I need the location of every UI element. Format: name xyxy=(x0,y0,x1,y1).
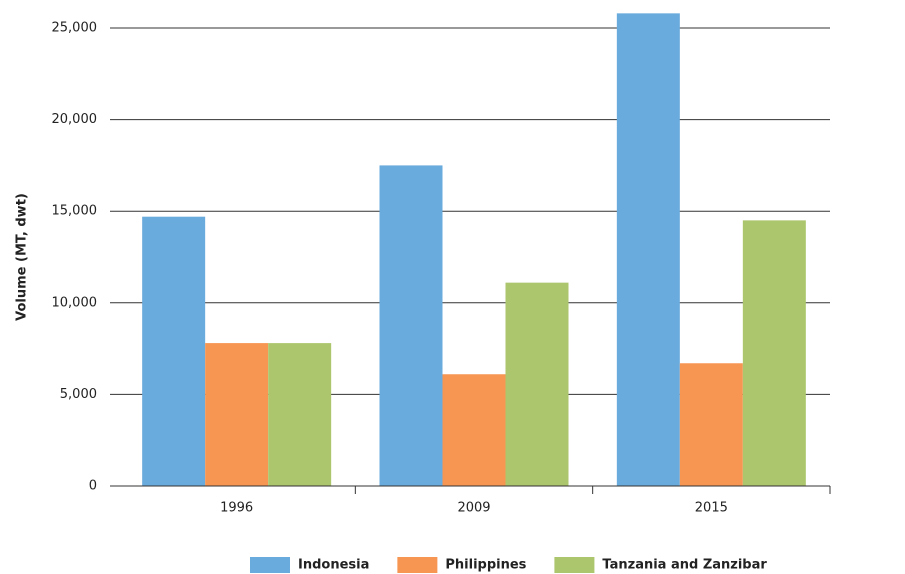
bar xyxy=(268,343,332,486)
legend-label: Indonesia xyxy=(298,558,369,573)
y-tick-label: 0 xyxy=(89,479,97,494)
bar xyxy=(379,165,443,486)
legend-swatch xyxy=(397,557,438,573)
legend-swatch xyxy=(554,557,595,573)
bar xyxy=(442,374,506,486)
x-tick-label: 2015 xyxy=(695,501,728,516)
legend-swatch xyxy=(250,557,290,573)
y-tick-label: 20,000 xyxy=(52,112,98,127)
bar xyxy=(142,216,206,487)
y-tick-label: 10,000 xyxy=(52,295,98,310)
bar xyxy=(679,363,743,486)
x-tick-label: 1996 xyxy=(220,501,253,516)
bar xyxy=(742,220,806,487)
legend-label: Tanzania and Zanzibar xyxy=(602,558,767,573)
y-tick-label: 5,000 xyxy=(60,387,97,402)
y-tick-label: 15,000 xyxy=(52,204,98,219)
y-axis-label: Volume (MT, dwt) xyxy=(15,193,30,321)
bar xyxy=(205,343,269,486)
x-tick-label: 2009 xyxy=(457,501,490,516)
bar xyxy=(616,13,680,487)
y-tick-label: 25,000 xyxy=(52,21,98,36)
bar xyxy=(505,282,569,486)
legend-label: Philippines xyxy=(445,558,526,573)
